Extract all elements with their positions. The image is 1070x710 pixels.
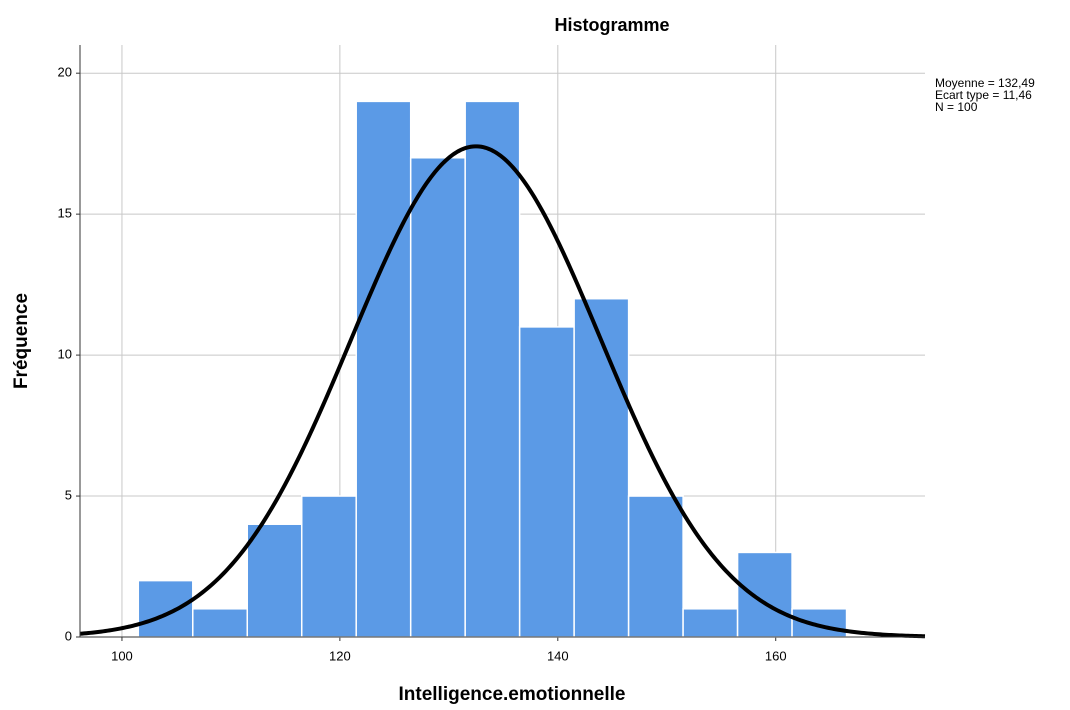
stats-annotation: N = 100 [935,100,978,114]
bar [573,297,630,638]
x-tick-label: 100 [111,648,133,663]
y-tick-label: 5 [65,487,72,502]
bar [355,100,412,638]
y-axis-label: Fréquence [11,293,32,389]
bar [464,100,521,638]
bar [137,579,194,638]
x-tick-label: 160 [765,648,787,663]
bar [736,551,793,638]
bar [791,608,848,638]
x-tick-label: 120 [329,648,351,663]
y-tick-label: 15 [58,206,72,221]
bar [627,495,684,638]
x-tick-label: 140 [547,648,569,663]
y-tick-label: 10 [58,347,72,362]
stats-annotation: Moyenne = 132,49 [935,76,1035,90]
bar [518,326,575,638]
bar [192,608,249,638]
stats-annotation: Ecart type = 11,46 [935,88,1032,102]
y-tick-label: 20 [58,65,72,80]
bar [246,523,303,638]
x-axis-label: Intelligence.emotionnelle [399,684,626,705]
bar [409,157,466,638]
bar [682,608,739,638]
y-tick-label: 0 [65,628,72,643]
normal-curve [79,144,926,639]
chart-title: Histogramme [554,15,669,35]
bar [300,495,357,638]
